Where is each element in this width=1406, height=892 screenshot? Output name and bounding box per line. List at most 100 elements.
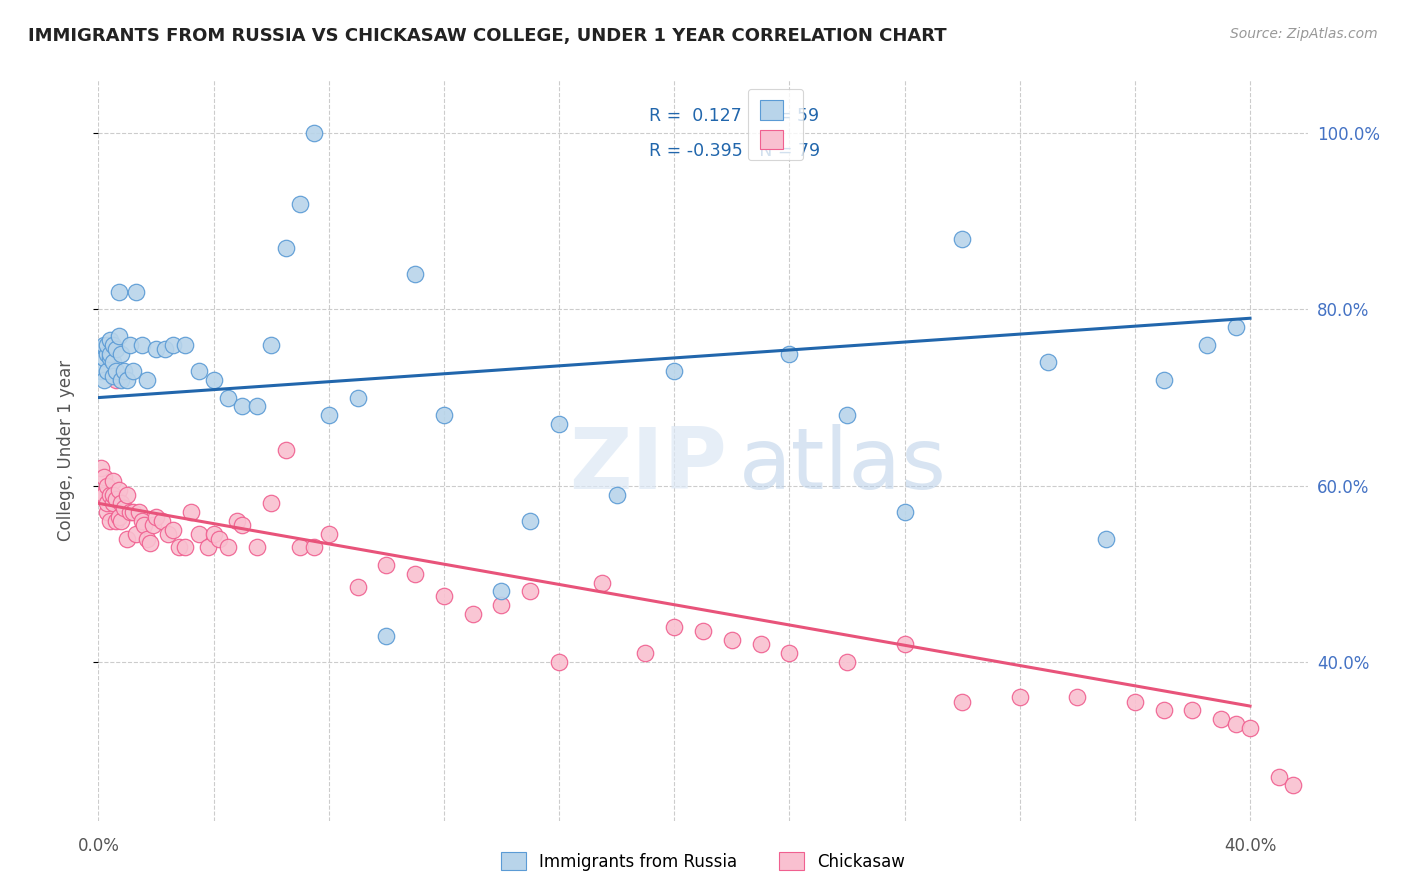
Point xyxy=(1038,355,1060,369)
Point xyxy=(893,637,915,651)
Point xyxy=(107,285,129,299)
Text: atlas: atlas xyxy=(740,424,948,507)
Point xyxy=(1153,703,1175,717)
Point xyxy=(101,487,124,501)
Point xyxy=(112,500,135,515)
Point xyxy=(162,523,184,537)
Point xyxy=(950,695,973,709)
Point xyxy=(1225,716,1247,731)
Point xyxy=(101,496,124,510)
Point xyxy=(98,346,121,360)
Point xyxy=(749,637,772,651)
Point xyxy=(93,351,115,365)
Point xyxy=(162,337,184,351)
Point xyxy=(1181,703,1204,717)
Point xyxy=(231,400,253,414)
Point xyxy=(404,566,426,581)
Text: Source: ZipAtlas.com: Source: ZipAtlas.com xyxy=(1230,27,1378,41)
Point xyxy=(1268,770,1291,784)
Point xyxy=(274,443,297,458)
Point xyxy=(304,126,326,140)
Point xyxy=(197,541,219,555)
Point xyxy=(173,541,195,555)
Point xyxy=(778,346,800,360)
Point xyxy=(519,584,541,599)
Point xyxy=(835,655,858,669)
Point xyxy=(720,632,742,647)
Point xyxy=(375,558,398,572)
Point xyxy=(131,337,153,351)
Point xyxy=(96,337,118,351)
Point xyxy=(433,408,456,422)
Point xyxy=(1225,320,1247,334)
Point xyxy=(433,589,456,603)
Point xyxy=(134,518,156,533)
Point xyxy=(548,417,571,431)
Point xyxy=(231,518,253,533)
Point xyxy=(153,342,176,356)
Point xyxy=(1008,690,1031,705)
Point xyxy=(96,346,118,360)
Point xyxy=(98,487,121,501)
Point xyxy=(634,646,657,660)
Point xyxy=(107,509,129,524)
Point xyxy=(893,505,915,519)
Legend: Immigrants from Russia, Chickasaw: Immigrants from Russia, Chickasaw xyxy=(492,844,914,880)
Point xyxy=(318,527,340,541)
Point xyxy=(150,514,173,528)
Point xyxy=(122,505,145,519)
Point xyxy=(288,541,311,555)
Point xyxy=(107,483,129,497)
Point xyxy=(122,364,145,378)
Point xyxy=(107,329,129,343)
Point xyxy=(217,541,239,555)
Point xyxy=(131,514,153,528)
Point xyxy=(125,285,148,299)
Point xyxy=(1282,778,1305,792)
Point xyxy=(104,373,127,387)
Point xyxy=(96,505,118,519)
Point xyxy=(1195,337,1218,351)
Point xyxy=(93,470,115,484)
Point xyxy=(202,373,225,387)
Point xyxy=(101,475,124,489)
Point xyxy=(180,505,202,519)
Point xyxy=(90,487,112,501)
Point xyxy=(136,373,159,387)
Point xyxy=(274,241,297,255)
Point xyxy=(98,514,121,528)
Point xyxy=(260,496,283,510)
Point xyxy=(101,355,124,369)
Point xyxy=(260,337,283,351)
Point xyxy=(225,514,247,528)
Point xyxy=(104,491,127,506)
Point xyxy=(246,400,269,414)
Legend: , : , xyxy=(748,88,803,161)
Point xyxy=(375,628,398,642)
Text: ZIP: ZIP xyxy=(569,424,727,507)
Text: IMMIGRANTS FROM RUSSIA VS CHICKASAW COLLEGE, UNDER 1 YEAR CORRELATION CHART: IMMIGRANTS FROM RUSSIA VS CHICKASAW COLL… xyxy=(28,27,946,45)
Point xyxy=(346,580,368,594)
Point xyxy=(93,337,115,351)
Point xyxy=(835,408,858,422)
Point xyxy=(101,337,124,351)
Point xyxy=(110,514,132,528)
Point xyxy=(1153,373,1175,387)
Point xyxy=(664,620,686,634)
Point xyxy=(692,624,714,639)
Point xyxy=(90,364,112,378)
Point xyxy=(110,346,132,360)
Point xyxy=(778,646,800,660)
Point xyxy=(120,337,142,351)
Point xyxy=(104,514,127,528)
Point xyxy=(104,364,127,378)
Point xyxy=(120,505,142,519)
Point xyxy=(98,351,121,365)
Point xyxy=(93,373,115,387)
Point xyxy=(1211,712,1233,726)
Point xyxy=(96,496,118,510)
Point xyxy=(461,607,484,621)
Point xyxy=(519,514,541,528)
Point xyxy=(548,655,571,669)
Point xyxy=(110,373,132,387)
